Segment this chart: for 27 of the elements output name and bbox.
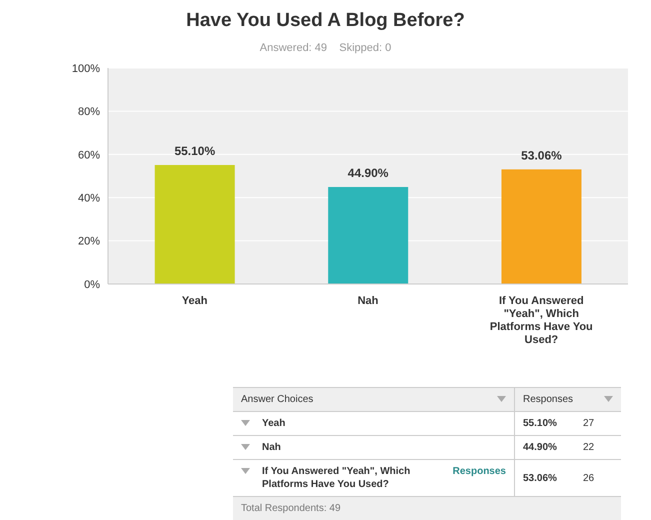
data-label: 55.10%: [174, 144, 216, 158]
data-label: 44.90%: [514, 436, 575, 460]
x-tick-label: Nah: [358, 295, 379, 307]
y-tick-label: 100%: [72, 62, 100, 75]
data-label: 22: [575, 436, 621, 460]
data-label: 53.06%: [521, 148, 562, 162]
category-label: Nah: [262, 441, 282, 454]
data-label: 26: [575, 460, 621, 496]
text: Total Respondents: 49: [233, 496, 621, 520]
y-tick-label: 40%: [78, 192, 100, 205]
chart-title: Have You Used A Blog Before?: [185, 10, 466, 32]
text: Responses: [514, 388, 621, 412]
x-tick-label: If You Answered "Yeah", Which Platforms Have You Used?: [490, 295, 593, 346]
y-tick-label: 80%: [78, 106, 100, 118]
x-tick-label: Yeah: [182, 295, 208, 307]
data-label: 27: [575, 412, 621, 436]
category-label: Yeah: [262, 417, 286, 430]
data-label: 44.90%: [348, 166, 389, 180]
data-label: 53.06%: [514, 460, 575, 496]
category-label: If You Answered "Yeah", Which Platforms Have You Used?: [262, 465, 412, 491]
chart-subtitle: Answered: 49 Skipped: 0: [258, 42, 392, 54]
text: Responses: [452, 465, 506, 478]
y-tick-label: 20%: [78, 236, 100, 248]
y-tick-label: 0%: [84, 278, 100, 291]
data-label: 55.10%: [514, 412, 575, 436]
text: Answer Choices: [233, 388, 514, 412]
y-tick-label: 60%: [78, 149, 100, 162]
